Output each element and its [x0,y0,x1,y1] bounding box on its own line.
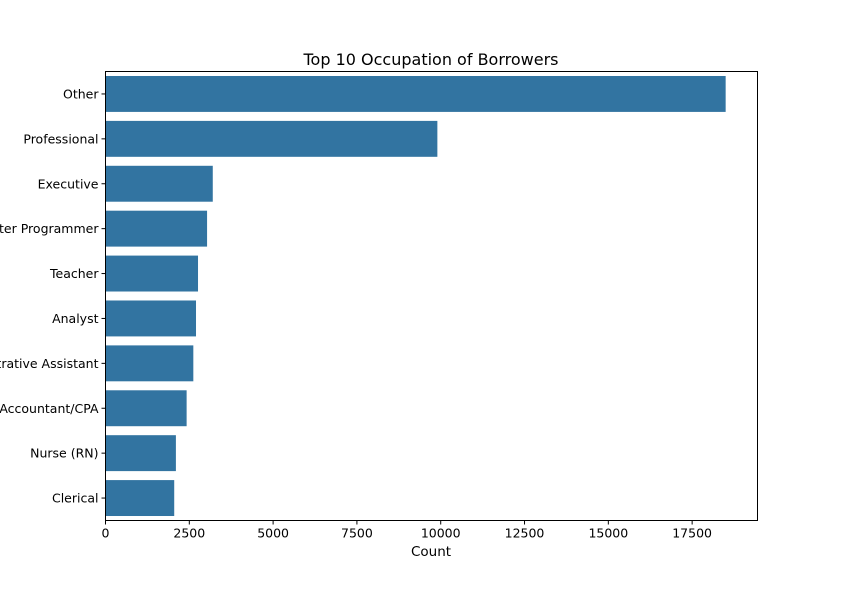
y-tick-label: Accountant/CPA [0,401,99,416]
bar-administrative-assistant [105,345,194,382]
x-tick-label: 7500 [341,526,373,541]
bar-teacher [105,255,199,292]
bar-accountant-cpa [105,390,187,427]
y-tick-label: Professional [23,131,98,146]
bar-clerical [105,480,175,517]
x-tick-label: 15000 [588,526,628,541]
y-tick-label: Nurse (RN) [30,446,98,461]
bar-computer-programmer [105,210,208,247]
x-axis-ticks: 0 2500 5000 7500 10000 12500 15000 17500 [102,520,712,541]
x-tick-label: 2500 [173,526,205,541]
bar-analyst [105,300,197,337]
y-tick-label: Administrative Assistant [0,356,99,371]
y-tick-label: Executive [38,176,99,191]
bar-nurse-rn [105,435,176,472]
x-tick-label: 17500 [672,526,712,541]
y-tick-label: Analyst [52,311,99,326]
y-tick-label: Teacher [49,266,99,281]
bar-other [105,75,726,112]
x-tick-label: 10000 [421,526,461,541]
x-axis-label: Count [411,544,451,560]
chart-title: Top 10 Occupation of Borrowers [303,50,559,69]
x-tick-label: 12500 [505,526,545,541]
y-tick-label: Other [63,86,99,101]
x-tick-label: 0 [102,526,110,541]
bars-layer [105,75,726,517]
y-axis-ticks: Other Professional Executive Computer Progr… [0,86,106,506]
bar-executive [105,165,213,202]
y-tick-label: Computer Programmer [0,221,99,236]
y-tick-label: Clerical [52,491,99,506]
x-tick-label: 5000 [257,526,289,541]
plot-frame [105,71,758,521]
bar-professional [105,120,438,157]
